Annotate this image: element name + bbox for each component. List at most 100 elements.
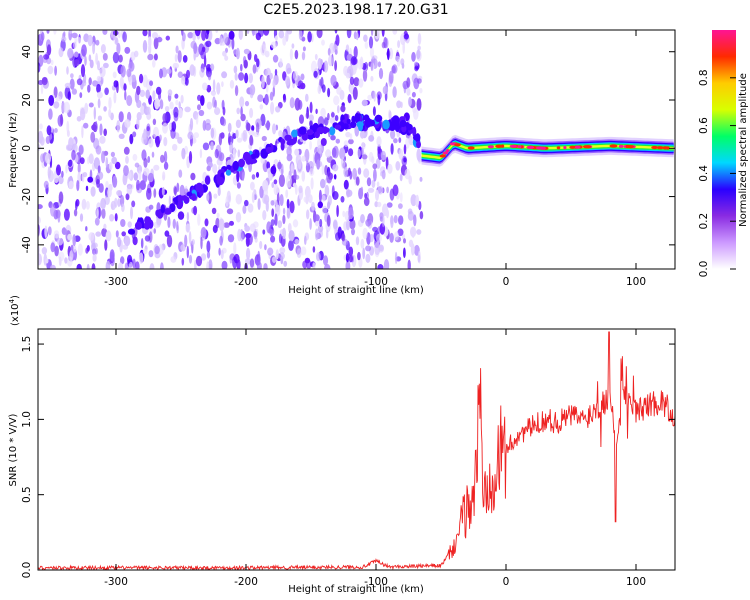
noise-cell: [271, 182, 275, 188]
noise-cell: [398, 203, 403, 209]
track-cell: [405, 123, 413, 131]
noise-cell: [152, 118, 157, 126]
noise-cell: [139, 180, 146, 191]
noise-cell: [364, 193, 367, 199]
noise-cell: [114, 213, 118, 222]
noise-cell: [292, 70, 299, 81]
track-cell: [286, 140, 293, 146]
y-tick-label: 40: [21, 45, 33, 58]
noise-cell: [411, 228, 415, 239]
noise-cell: [330, 74, 337, 87]
noise-cell: [40, 84, 44, 95]
noise-cell: [279, 58, 283, 68]
x-tick-label: -300: [104, 576, 128, 588]
noise-cell: [392, 86, 397, 98]
noise-cell: [79, 213, 84, 222]
noise-cell: [321, 39, 325, 46]
noise-cell: [172, 143, 178, 151]
y-tick-label: 0.0: [21, 562, 33, 579]
noise-cell: [91, 263, 96, 269]
noise-cell: [96, 171, 104, 181]
noise-cell: [228, 132, 231, 146]
noise-cell: [367, 94, 373, 101]
noise-cell: [289, 48, 293, 61]
noise-cell: [184, 234, 188, 248]
noise-cell: [365, 218, 372, 227]
noise-cell: [391, 64, 398, 74]
noise-cell: [355, 236, 360, 246]
noise-cell: [218, 133, 223, 146]
noise-cell: [81, 198, 87, 210]
carrier-peak: [454, 143, 461, 147]
noise-cell: [370, 30, 374, 37]
noise-cell: [81, 125, 84, 139]
noise-cell: [360, 147, 364, 156]
noise-cell: [377, 94, 381, 106]
noise-cell: [139, 89, 146, 97]
noise-cell: [132, 227, 138, 237]
noise-cell: [214, 148, 219, 159]
noise-cell: [202, 82, 208, 91]
noise-cell: [352, 168, 357, 180]
noise-cell: [77, 37, 82, 44]
noise-cell: [236, 137, 243, 143]
noise-cell: [147, 156, 151, 163]
track-cell: [250, 153, 257, 159]
noise-cell: [362, 227, 368, 240]
noise-cell: [251, 174, 256, 180]
noise-cell: [261, 135, 267, 142]
noise-cell: [282, 36, 287, 46]
noise-cell: [317, 144, 323, 154]
noise-cell: [226, 208, 234, 215]
noise-cell: [96, 208, 99, 218]
noise-cell: [262, 210, 267, 221]
noise-cell: [199, 148, 203, 159]
track-cell: [370, 119, 376, 127]
noise-cell: [327, 201, 331, 210]
noise-cell: [187, 131, 194, 140]
noise-cell: [206, 84, 212, 93]
noise-cell: [396, 100, 402, 109]
noise-cell: [312, 262, 316, 269]
carrier-peak: [442, 151, 449, 155]
colorbar-label: Normalized spectral amplitude: [738, 73, 749, 227]
noise-cell: [177, 211, 185, 220]
noise-cell: [278, 130, 283, 138]
colorbar-gradient: [712, 30, 736, 269]
track-cell: [342, 123, 349, 130]
noise-cell: [292, 219, 299, 228]
noise-cell: [235, 194, 242, 205]
noise-cell: [163, 161, 169, 170]
noise-cell: [298, 30, 303, 41]
noise-cell: [38, 253, 42, 266]
noise-cell: [154, 98, 160, 110]
noise-cell: [108, 162, 113, 171]
noise-cell: [53, 86, 58, 98]
noise-cell: [397, 228, 404, 237]
noise-cell: [389, 232, 394, 243]
noise-cell: [188, 151, 193, 164]
track-cell: [232, 160, 239, 171]
track-cell: [191, 193, 197, 201]
noise-cell: [398, 215, 404, 226]
noise-cell: [399, 173, 403, 182]
noise-cell: [104, 195, 110, 206]
noise-cell: [87, 176, 94, 183]
noise-cell: [177, 136, 183, 144]
noise-cell: [253, 131, 260, 138]
noise-cell: [128, 171, 132, 180]
noise-cell: [201, 46, 206, 53]
noise-cell: [302, 46, 306, 52]
noise-cell: [286, 206, 291, 219]
track-cell: [195, 182, 204, 193]
noise-cell: [294, 184, 298, 195]
noise-cell: [383, 259, 390, 269]
noise-cell: [64, 82, 71, 89]
noise-cell: [143, 167, 150, 176]
noise-cell: [143, 157, 148, 168]
figure-title: C2E5.2023.198.17.20.G31: [263, 2, 448, 18]
noise-cell: [225, 196, 229, 207]
colorbar-ticks: 0.0 0.2 0.4 0.6 0.8: [698, 69, 736, 277]
noise-cell: [54, 65, 57, 76]
noise-cell: [97, 115, 102, 121]
